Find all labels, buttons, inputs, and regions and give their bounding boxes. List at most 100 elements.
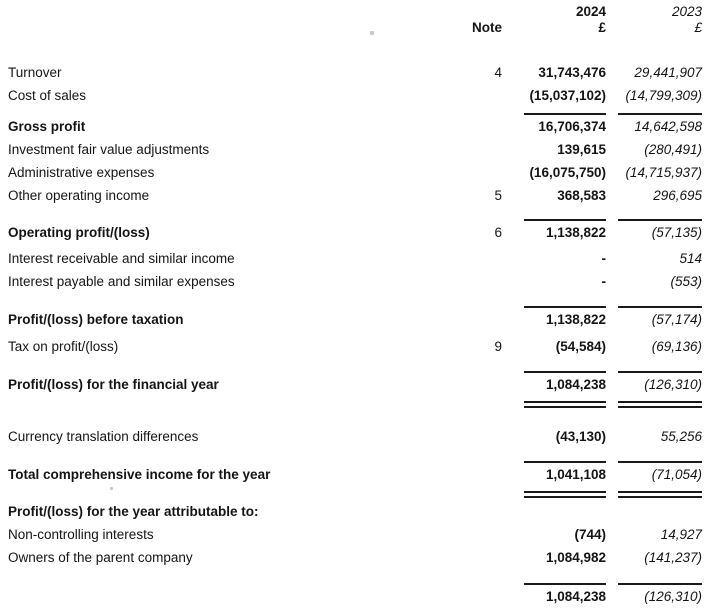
- row-label: Total comprehensive income for the year: [8, 467, 271, 482]
- column-header-currency-2024: £: [598, 20, 606, 35]
- row-note: 5: [494, 188, 502, 203]
- scan-artifact: [110, 487, 113, 490]
- section-rule: [8, 107, 702, 115]
- table-row-other-operating-income: Other operating income 5 368,583 296,695: [8, 184, 702, 207]
- row-value-2023: (141,237): [644, 550, 702, 565]
- row-value-2024: (43,130): [555, 429, 606, 444]
- row-label: Profit/(loss) before taxation: [8, 312, 184, 327]
- row-label: Tax on profit/(loss): [8, 339, 119, 354]
- row-value-2024: -: [601, 251, 607, 266]
- rule-line-2024: [524, 113, 606, 115]
- table-row-interest-payable: Interest payable and similar expenses - …: [8, 270, 702, 293]
- row-value-2023: (69,136): [651, 339, 702, 354]
- row-value-2024: 31,743,476: [538, 65, 606, 80]
- column-header-note: Note: [472, 20, 502, 35]
- row-label: Profit/(loss) for the year attributable …: [8, 504, 259, 519]
- row-label: Other operating income: [8, 188, 150, 203]
- row-value-2023: 296,695: [653, 188, 702, 203]
- rule-line-2023: [618, 371, 702, 373]
- table-row-administrative-expenses: Administrative expenses (16,075,750) (14…: [8, 161, 702, 184]
- rule-line-2023: [618, 219, 702, 221]
- rule-line-2024: [524, 306, 606, 308]
- rule-line-2024: [524, 371, 606, 373]
- section-rule: [8, 365, 702, 373]
- row-value-2024: 1,084,238: [545, 589, 606, 604]
- row-value-2024: (16,075,750): [529, 165, 606, 180]
- row-value-2023: (126,310): [644, 377, 702, 392]
- section-double-rule: [8, 486, 702, 498]
- row-value-2023: (57,174): [651, 312, 702, 327]
- row-label: Currency translation differences: [8, 429, 199, 444]
- row-label: Turnover: [8, 65, 62, 80]
- row-value-2024: 1,138,822: [545, 312, 606, 327]
- section-rule: [8, 213, 702, 221]
- double-rule-line-2024: [524, 401, 606, 408]
- row-label: Cost of sales: [8, 88, 87, 103]
- table-row-total-comprehensive-income: Total comprehensive income for the year …: [8, 463, 702, 486]
- table-row-operating-profit: Operating profit/(loss) 6 1,138,822 (57,…: [8, 221, 702, 244]
- row-label: Administrative expenses: [8, 165, 155, 180]
- row-value-2024: 1,041,108: [545, 467, 606, 482]
- table-row-profit-for-year: Profit/(loss) for the financial year 1,0…: [8, 373, 702, 396]
- table-row-turnover: Turnover 4 31,743,476 29,441,907: [8, 61, 702, 84]
- row-value-2023: (14,799,309): [625, 88, 702, 103]
- column-header-year-2024: 2024: [575, 4, 606, 19]
- row-value-2023: (14,715,937): [625, 165, 702, 180]
- row-label: Interest receivable and similar income: [8, 251, 235, 266]
- row-note: 4: [494, 65, 502, 80]
- rule-line-2023: [618, 306, 702, 308]
- row-label: Owners of the parent company: [8, 550, 193, 565]
- row-value-2023: 14,642,598: [634, 119, 702, 134]
- row-value-2023: (280,491): [644, 142, 702, 157]
- double-rule-line-2023: [618, 401, 702, 408]
- header-currency-row: Note £ £: [8, 19, 702, 35]
- row-value-2024: 1,084,982: [545, 550, 606, 565]
- section-rule: [8, 455, 702, 463]
- row-note: 9: [494, 339, 502, 354]
- section-rule: [8, 577, 702, 585]
- table-row-cost-of-sales: Cost of sales (15,037,102) (14,799,309): [8, 84, 702, 107]
- row-value-2024: (15,037,102): [529, 88, 606, 103]
- row-value-2024: 16,706,374: [538, 119, 606, 134]
- row-value-2023: (71,054): [651, 467, 702, 482]
- row-value-2024: (54,584): [555, 339, 606, 354]
- row-value-2024: -: [601, 274, 607, 289]
- rule-line-2024: [524, 461, 606, 463]
- row-value-2024: 368,583: [557, 188, 606, 203]
- row-label: Gross profit: [8, 119, 86, 134]
- row-label: Interest payable and similar expenses: [8, 274, 235, 289]
- table-row-interest-receivable: Interest receivable and similar income -…: [8, 247, 702, 270]
- table-row-non-controlling-interests: Non-controlling interests (744) 14,927: [8, 523, 702, 546]
- rule-line-2023: [618, 583, 702, 585]
- row-value-2023: (57,135): [651, 225, 702, 240]
- row-label: Profit/(loss) for the financial year: [8, 377, 219, 392]
- column-header-year-2023: 2023: [671, 4, 702, 19]
- row-value-2023: 514: [679, 251, 702, 266]
- table-row-owners-of-parent: Owners of the parent company 1,084,982 (…: [8, 546, 702, 569]
- double-rule-line-2024: [524, 491, 606, 498]
- table-row-profit-before-taxation: Profit/(loss) before taxation 1,138,822 …: [8, 308, 702, 331]
- row-label: Operating profit/(loss): [8, 225, 150, 240]
- row-value-2023: 55,256: [660, 429, 702, 444]
- row-value-2023: (126,310): [644, 589, 702, 604]
- rule-line-2023: [618, 113, 702, 115]
- column-header-currency-2023: £: [694, 20, 702, 35]
- row-value-2023: (553): [670, 274, 702, 289]
- row-label: Non-controlling interests: [8, 527, 154, 542]
- rule-line-2023: [618, 461, 702, 463]
- row-note: 6: [494, 225, 502, 240]
- row-value-2024: 1,084,238: [545, 377, 606, 392]
- row-value-2024: 139,615: [557, 142, 606, 157]
- table-row-currency-translation: Currency translation differences (43,130…: [8, 425, 702, 448]
- row-value-2024: (744): [574, 527, 606, 542]
- table-row-investment-fair-value: Investment fair value adjustments 139,61…: [8, 138, 702, 161]
- table-row-gross-profit: Gross profit 16,706,374 14,642,598: [8, 115, 702, 138]
- header-year-row: 2024 2023: [8, 3, 702, 19]
- section-rule: [8, 300, 702, 308]
- table-row-attributable-total: 1,084,238 (126,310): [8, 585, 702, 608]
- scan-artifact: [370, 31, 374, 35]
- row-value-2023: 29,441,907: [634, 65, 702, 80]
- rule-line-2024: [524, 583, 606, 585]
- row-label: Investment fair value adjustments: [8, 142, 210, 157]
